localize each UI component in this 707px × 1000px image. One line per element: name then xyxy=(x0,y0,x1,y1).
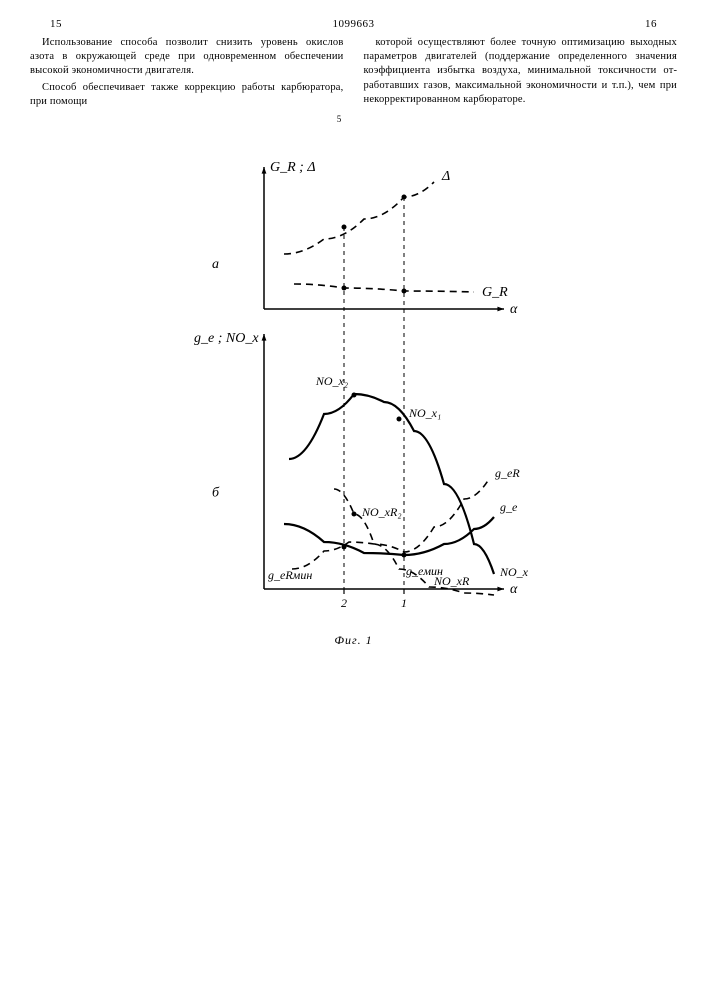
svg-text:NO_xR: NO_xR xyxy=(433,574,470,588)
svg-text:G_R: G_R xyxy=(482,285,508,300)
page-number-left: 15 xyxy=(50,18,62,30)
page-header: 15 1099663 16 xyxy=(30,18,677,30)
document-number: 1099663 xyxy=(333,18,375,30)
figure-caption: Фиг. 1 xyxy=(30,633,677,648)
svg-text:α: α xyxy=(510,302,518,317)
svg-text:G_R ; Δ: G_R ; Δ xyxy=(270,160,316,175)
svg-text:g_e: g_e xyxy=(500,500,518,514)
svg-text:Δ: Δ xyxy=(441,169,450,184)
svg-text:g_eRмин: g_eRмин xyxy=(268,568,312,582)
svg-text:a: a xyxy=(212,257,219,272)
page: 15 1099663 16 Использование способа позв… xyxy=(0,0,707,1000)
line-marker: 5 xyxy=(30,113,344,125)
svg-text:б: б xyxy=(212,486,220,501)
svg-text:NO_x₁: NO_x₁ xyxy=(408,406,441,420)
svg-text:1: 1 xyxy=(401,596,407,610)
svg-text:2: 2 xyxy=(341,596,347,610)
paragraph: которой осуществляют более точную оптими… xyxy=(364,36,678,107)
figure-1: G_R ; Δ α a Δ G_R g_e ; NO_x α б 2 1 NO_x₂ NO_x₁ NO_… xyxy=(174,149,534,629)
page-number-right: 16 xyxy=(645,18,657,30)
svg-text:NO_x: NO_x xyxy=(499,565,529,579)
paragraph: Способ обеспечивает также коррек­цию раб… xyxy=(30,81,344,109)
svg-text:α: α xyxy=(510,582,518,597)
svg-text:g_e ; NO_x: g_e ; NO_x xyxy=(194,331,259,346)
left-column: Использование способа позволит снизить у… xyxy=(30,36,344,125)
svg-text:NO_x₂: NO_x₂ xyxy=(314,374,347,388)
text-columns: Использование способа позволит снизить у… xyxy=(30,36,677,125)
svg-text:NO_xR₂: NO_xR₂ xyxy=(361,505,402,519)
paragraph: Использование способа позволит снизить у… xyxy=(30,36,344,79)
right-column: которой осуществляют более точную оптими… xyxy=(364,36,678,125)
svg-text:g_eR: g_eR xyxy=(495,466,520,480)
